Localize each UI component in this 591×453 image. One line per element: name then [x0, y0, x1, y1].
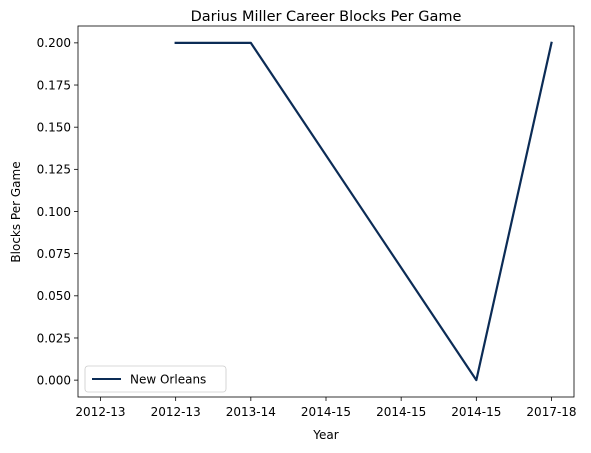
legend-box — [84, 365, 227, 393]
x-tick-label: 2012-13 — [75, 405, 125, 419]
x-tick-label: 2014-15 — [451, 405, 501, 419]
series-lines — [174, 41, 553, 382]
plot-area — [77, 25, 575, 398]
y-tick-label: 0.175 — [37, 78, 71, 92]
y-tick-label: 0.100 — [37, 205, 71, 219]
plot-frame — [77, 25, 575, 398]
y-tick-label: 0.000 — [37, 373, 71, 387]
x-axis: 2012-13 2012-13 2013-14 2014-15 2014-15 2014-… — [75, 397, 577, 419]
x-tick-label: 2014-15 — [376, 405, 426, 419]
x-tick-label: 2013-14 — [226, 405, 276, 419]
legend: New Orleans — [84, 365, 227, 393]
y-tick-label: 0.075 — [37, 247, 71, 261]
y-tick-label: 0.125 — [37, 163, 71, 177]
y-axis: 0.000 0.025 0.050 0.075 0.100 0.125 0.150 0.175… — [37, 36, 78, 387]
y-tick-label: 0.200 — [37, 36, 71, 50]
x-tick-label: 2012-13 — [151, 405, 201, 419]
y-tick-label: 0.150 — [37, 120, 71, 134]
chart-title: Darius Miller Career Blocks Per Game — [191, 9, 462, 25]
series-line — [174, 41, 553, 382]
x-axis-title: Year — [312, 428, 338, 442]
y-axis-title: Blocks Per Game — [9, 161, 23, 262]
x-tick-label: 2014-15 — [301, 405, 351, 419]
y-tick-label: 0.050 — [37, 289, 71, 303]
x-tick-label: 2017-18 — [526, 405, 576, 419]
legend-label: New Orleans — [130, 373, 206, 387]
y-tick-label: 0.025 — [37, 331, 71, 345]
